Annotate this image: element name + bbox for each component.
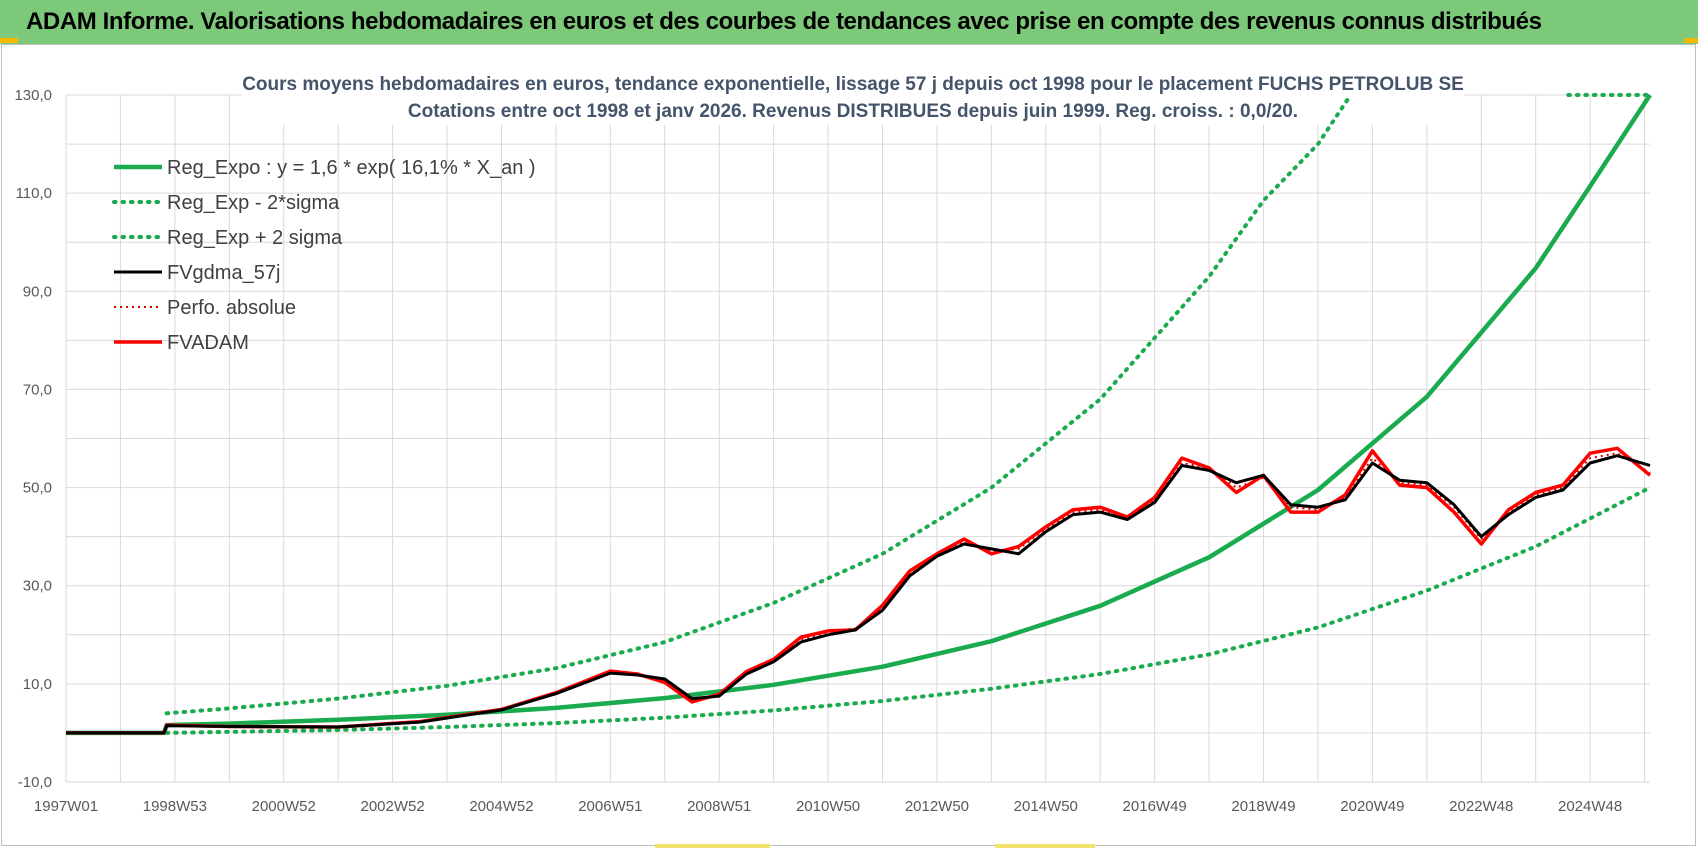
x-tick-label: 2008W51 <box>687 798 751 815</box>
series-line-fvadam <box>66 446 1652 735</box>
corner-marker-left <box>0 38 18 43</box>
legend-label: Perfo. absolue <box>167 297 296 319</box>
chart-subtitle: Cotations entre oct 1998 et janv 2026. R… <box>408 101 1298 122</box>
x-tick-label: 2014W50 <box>1014 798 1078 815</box>
x-tick-label: 2012W50 <box>905 798 969 815</box>
y-tick-label: 110,0 <box>16 185 52 202</box>
sheet-tab-marker <box>655 844 770 848</box>
x-tick-label: 2010W50 <box>796 798 860 815</box>
y-tick-label: 10,0 <box>23 676 52 693</box>
series-line-reg-exp-2-sigma <box>164 93 1353 716</box>
header-banner: ADAM Informe. Valorisations hebdomadaire… <box>0 0 1698 44</box>
chart-title: Cours moyens hebdomadaires en euros, ten… <box>242 74 1464 95</box>
x-tick-label: 2004W52 <box>469 798 533 815</box>
chart-frame: Cours moyens hebdomadaires en euros, ten… <box>1 44 1696 846</box>
series-line-reg-expo-y-1-6-exp-16-1-x-an <box>66 93 1652 736</box>
x-tick-label: 2020W49 <box>1340 798 1404 815</box>
x-tick-label: 2016W49 <box>1123 798 1187 815</box>
series-line-reg-exp-2-sigma <box>164 485 1652 735</box>
sheet-tab-marker <box>995 844 1095 848</box>
x-tick-label: 2024W48 <box>1558 798 1622 815</box>
corner-marker-right <box>1684 38 1698 43</box>
y-tick-label: 130,0 <box>14 87 52 104</box>
x-tick-label: 1997W01 <box>34 798 98 815</box>
grid <box>65 94 1650 783</box>
x-tick-label: 2018W49 <box>1231 798 1295 815</box>
y-tick-label: 30,0 <box>23 578 52 595</box>
legend-label: Reg_Exp + 2 sigma <box>167 227 343 249</box>
title-box <box>242 51 1464 125</box>
axes: 130,0 110,0 90,0 70,0 50,0 30,0 10,0 -10,0 1997W… <box>14 87 1622 815</box>
legend: Reg_Expo : y = 1,6 * exp( 16,1% * X_an )… <box>112 157 536 354</box>
x-tick-label: 2006W51 <box>578 798 642 815</box>
x-tick-label: 1998W53 <box>143 798 207 815</box>
chart: Cours moyens hebdomadaires en euros, ten… <box>14 51 1652 815</box>
series-line-perfo-absolue <box>66 452 1651 734</box>
x-tick-label: 2022W48 <box>1449 798 1513 815</box>
y-tick-label: 90,0 <box>23 283 52 300</box>
y-tick-label: 70,0 <box>23 381 52 398</box>
page-title: ADAM Informe. Valorisations hebdomadaire… <box>26 8 1542 35</box>
x-tick-label: 2000W52 <box>252 798 316 815</box>
y-tick-label: 50,0 <box>23 480 52 497</box>
series-line-fvgdma-57j <box>66 454 1651 735</box>
y-tick-label: -10,0 <box>18 774 52 791</box>
legend-label: Reg_Expo : y = 1,6 * exp( 16,1% * X_an ) <box>167 157 536 179</box>
legend-label: Reg_Exp - 2*sigma <box>167 192 340 214</box>
legend-label: FVgdma_57j <box>167 262 280 284</box>
legend-label: FVADAM <box>167 332 249 354</box>
series <box>66 93 1652 736</box>
x-tick-label: 2002W52 <box>360 798 424 815</box>
